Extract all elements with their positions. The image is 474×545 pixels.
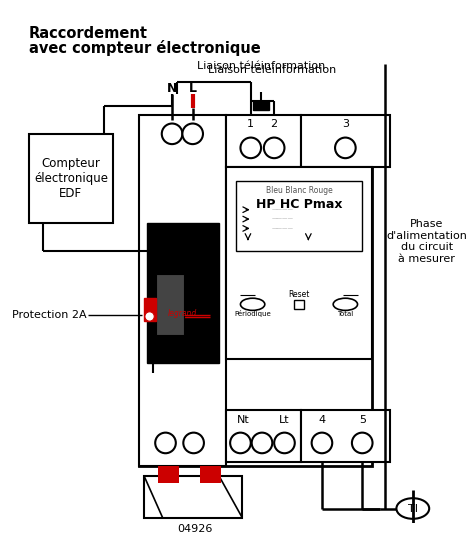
Bar [236, 180, 362, 251]
Circle shape [335, 137, 356, 158]
Text: HP HC Pmax: HP HC Pmax [256, 198, 342, 210]
Text: Bleu Blanc Rouge: Bleu Blanc Rouge [265, 185, 332, 195]
Text: Phase
d'alimentation
du circuit
à mesurer: Phase d'alimentation du circuit à mesure… [386, 219, 467, 264]
Text: ————: ———— [272, 226, 293, 231]
Text: Nt: Nt [237, 415, 250, 426]
Text: 4: 4 [319, 415, 326, 426]
Text: 04926: 04926 [177, 524, 212, 534]
Text: Raccordement: Raccordement [29, 26, 148, 41]
Bar [301, 410, 390, 462]
Text: Total: Total [337, 311, 354, 317]
Text: 3: 3 [342, 118, 349, 129]
Bar [144, 298, 156, 321]
Bar [227, 167, 372, 359]
Text: legrand: legrand [167, 309, 197, 318]
Circle shape [274, 433, 295, 453]
Bar [301, 115, 390, 167]
Circle shape [264, 137, 284, 158]
Bar [139, 115, 372, 467]
Circle shape [352, 433, 373, 453]
Text: 5: 5 [359, 415, 366, 426]
Text: N: N [167, 82, 177, 95]
Bar [227, 115, 301, 167]
Circle shape [155, 433, 176, 453]
Bar [253, 101, 270, 111]
Circle shape [240, 137, 261, 158]
Ellipse shape [333, 298, 357, 311]
Bar [29, 134, 113, 223]
Text: Protection 2A: Protection 2A [12, 310, 87, 319]
Circle shape [311, 433, 332, 453]
Text: Liaison téléinformation: Liaison téléinformation [208, 65, 337, 75]
Text: avec compteur électronique: avec compteur électronique [29, 40, 261, 56]
Bar [156, 274, 184, 335]
Bar [139, 115, 227, 467]
Text: Compteur
électronique
EDF: Compteur électronique EDF [34, 157, 108, 200]
Text: 2: 2 [271, 118, 278, 129]
Bar [144, 476, 242, 518]
Text: ————: ———— [272, 216, 293, 222]
Circle shape [182, 124, 203, 144]
Text: 1: 1 [247, 118, 254, 129]
Text: ————: ———— [272, 207, 293, 212]
Text: TI: TI [408, 504, 418, 513]
Circle shape [145, 312, 154, 321]
Bar [200, 467, 221, 483]
Text: Périodique: Périodique [234, 310, 271, 317]
Bar [147, 223, 219, 364]
Text: Liaison téléinformation: Liaison téléinformation [197, 62, 325, 71]
Circle shape [162, 124, 182, 144]
Bar [227, 410, 301, 462]
Bar [294, 300, 304, 309]
Circle shape [230, 433, 251, 453]
Ellipse shape [240, 298, 265, 311]
Circle shape [252, 433, 272, 453]
Text: L: L [189, 82, 197, 95]
Circle shape [183, 433, 204, 453]
Text: Reset: Reset [288, 290, 310, 299]
Ellipse shape [396, 498, 429, 519]
Bar [158, 467, 179, 483]
Text: Lt: Lt [279, 415, 290, 426]
